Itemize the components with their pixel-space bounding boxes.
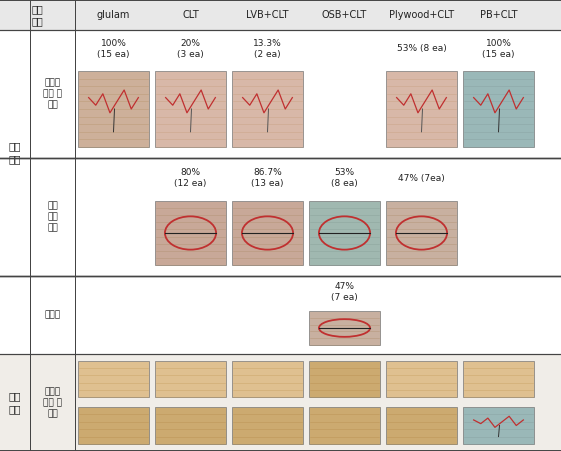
Bar — [309, 407, 380, 444]
Bar — [155, 71, 226, 147]
Text: 47%
(7 ea): 47% (7 ea) — [331, 282, 358, 302]
Text: 100%
(15 ea): 100% (15 ea) — [482, 39, 515, 59]
Text: 47% (7ea): 47% (7ea) — [398, 174, 445, 183]
Text: glulam: glulam — [97, 10, 130, 20]
Text: 86.7%
(13 ea): 86.7% (13 ea) — [251, 168, 284, 188]
Bar — [232, 407, 303, 444]
Bar — [78, 361, 149, 397]
Bar — [155, 201, 226, 265]
Bar — [309, 201, 380, 265]
Text: PB+CLT: PB+CLT — [480, 10, 517, 20]
Bar — [78, 71, 149, 147]
Bar — [386, 361, 457, 397]
Bar — [0, 354, 561, 451]
Bar — [78, 407, 149, 444]
Text: 20%
(3 ea): 20% (3 ea) — [177, 39, 204, 59]
Bar — [232, 361, 303, 397]
Text: 접착층: 접착층 — [44, 310, 61, 319]
Bar — [155, 407, 226, 444]
Bar — [232, 71, 303, 147]
Bar — [463, 71, 534, 147]
Text: 파괴
유형: 파괴 유형 — [31, 4, 43, 26]
Bar — [386, 201, 457, 265]
Text: 전단에
의한 휨
파괴: 전단에 의한 휨 파괴 — [43, 78, 62, 110]
Text: 100%
(15 ea): 100% (15 ea) — [97, 39, 130, 59]
Text: 53%
(8 ea): 53% (8 ea) — [331, 168, 358, 188]
Bar — [309, 361, 380, 397]
Bar — [463, 361, 534, 397]
Text: 전단에
의한 휨
파괴: 전단에 의한 휨 파괴 — [43, 387, 62, 418]
Bar — [232, 201, 303, 265]
Text: 면외
전단: 면외 전단 — [9, 142, 21, 165]
Bar — [0, 0, 561, 30]
Text: Plywood+CLT: Plywood+CLT — [389, 10, 454, 20]
Text: 면내
전단: 면내 전단 — [9, 391, 21, 414]
Bar — [463, 407, 534, 444]
Bar — [155, 361, 226, 397]
Text: OSB+CLT: OSB+CLT — [322, 10, 367, 20]
Text: LVB+CLT: LVB+CLT — [246, 10, 289, 20]
Bar — [309, 311, 380, 345]
Text: 53% (8 ea): 53% (8 ea) — [397, 45, 447, 54]
Text: 13.3%
(2 ea): 13.3% (2 ea) — [253, 39, 282, 59]
Text: 굴림
전단
파괴: 굴림 전단 파괴 — [47, 202, 58, 233]
Bar — [386, 407, 457, 444]
Bar — [386, 71, 457, 147]
Text: 80%
(12 ea): 80% (12 ea) — [174, 168, 206, 188]
Text: CLT: CLT — [182, 10, 199, 20]
